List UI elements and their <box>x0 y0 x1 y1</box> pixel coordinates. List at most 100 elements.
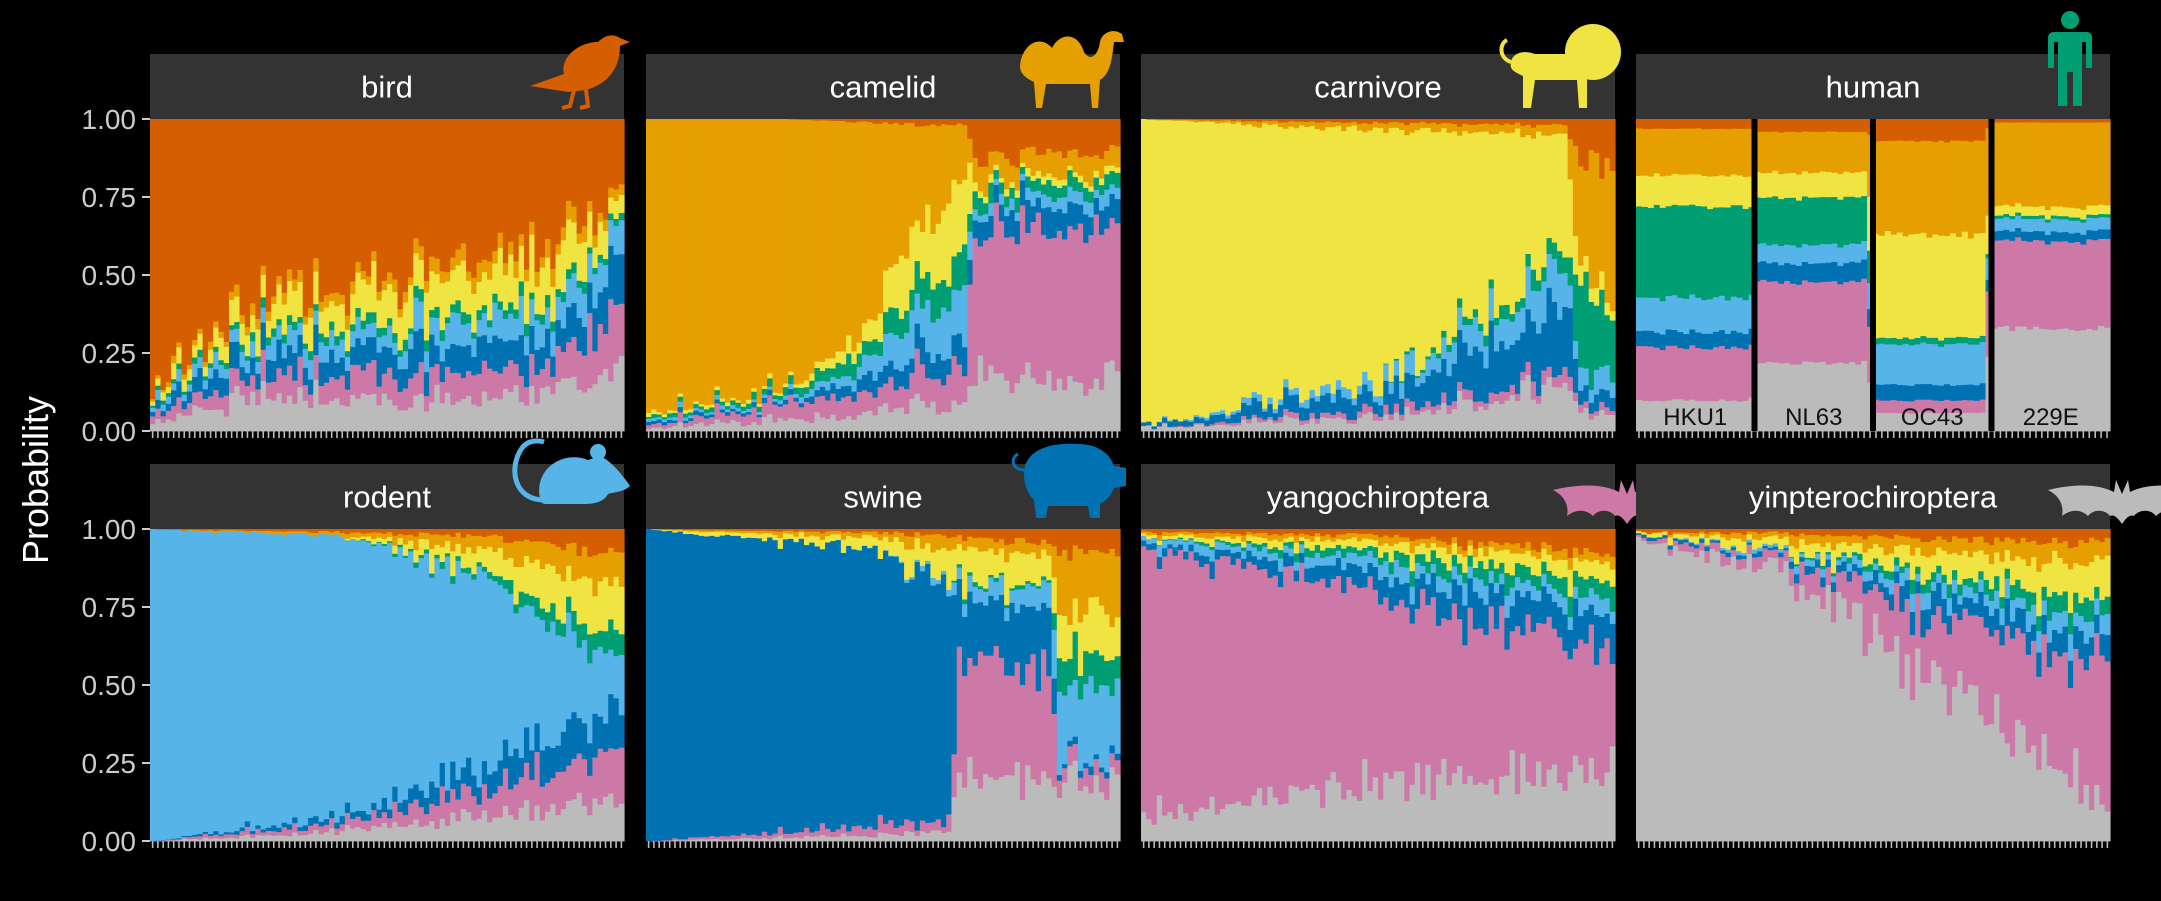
bar-segment-carnivore <box>555 573 562 620</box>
bar-segment-yangochiroptera <box>1235 422 1242 426</box>
bar-segment-human <box>1884 337 1892 345</box>
bar-segment-yinpterochiroptera <box>1346 423 1353 432</box>
bar-segment-bird <box>1046 119 1053 149</box>
bar-segment-bird <box>1230 529 1237 534</box>
bar-segment-swine <box>1944 383 1951 400</box>
bar-segment-bird <box>893 529 900 532</box>
bar-segment-bird <box>1162 529 1168 533</box>
bar-segment-bird <box>1807 119 1815 132</box>
bar-segment-carnivore <box>1414 129 1421 377</box>
bar-segment-human <box>365 311 372 324</box>
bar-segment-bird <box>466 529 472 535</box>
bar-segment-carnivore <box>714 386 721 391</box>
bar-segment-rodent <box>202 530 209 832</box>
bar-segment-bird <box>592 529 599 556</box>
bar-segment-yangochiroptera <box>893 827 900 835</box>
bar-segment-bird <box>1035 529 1042 546</box>
bar-segment-swine <box>529 325 536 354</box>
bar-segment-bird <box>751 529 758 531</box>
bar-segment-camelid <box>1241 534 1247 542</box>
bar-segment-yinpterochiroptera <box>1256 422 1263 432</box>
bar-segment-camelid <box>181 374 188 380</box>
bar-segment-bird <box>423 119 430 281</box>
strip-label-rodent: rodent <box>343 480 431 515</box>
bar-segment-human <box>450 575 457 584</box>
bar-segment-carnivore <box>1225 536 1232 543</box>
bar-segment-carnivore <box>777 537 784 549</box>
bar-segment-carnivore <box>1724 176 1732 208</box>
bar-segment-human <box>1914 337 1921 345</box>
bar-segment-bird <box>1030 119 1037 147</box>
bar-segment-yinpterochiroptera <box>661 428 668 432</box>
bar-segment-yangochiroptera <box>1383 404 1390 415</box>
bar-segment-bird <box>1256 529 1263 533</box>
bar-segment-rodent <box>1299 543 1305 553</box>
bar-segment-human <box>772 394 779 400</box>
bar-segment-camelid <box>618 184 625 196</box>
bar-segment-swine <box>308 379 314 395</box>
bar-segment-swine <box>560 731 567 772</box>
bar-segment-carnivore <box>703 404 710 410</box>
bar-segment-yinpterochiroptera <box>560 378 567 432</box>
bar-segment-bird <box>160 529 167 530</box>
bar-segment-swine <box>497 760 504 786</box>
bar-segment-bird <box>244 529 251 532</box>
bar-segment-camelid <box>218 331 225 338</box>
bar-segment-carnivore <box>534 286 541 315</box>
bar-segment-yangochiroptera <box>1388 610 1395 779</box>
bar-segment-carnivore <box>1451 130 1458 337</box>
bar-segment-carnivore <box>1504 132 1511 305</box>
bar-segment-carnivore <box>2080 209 2087 220</box>
bar-segment-swine <box>429 334 435 368</box>
bar-segment-camelid <box>481 536 488 549</box>
bar-segment-bird <box>329 119 335 294</box>
bar-segment-camelid <box>1514 122 1521 129</box>
bar-segment-yangochiroptera <box>1167 548 1174 813</box>
bar-segment-swine <box>323 362 330 383</box>
bar-segment-swine <box>213 830 220 835</box>
bar-segment-yinpterochiroptera <box>761 837 768 842</box>
bar-segment-human <box>1701 206 1708 301</box>
bar-segment-camelid <box>371 250 378 262</box>
bar-segment-rodent <box>1346 388 1353 400</box>
bar-segment-rodent <box>1908 344 1916 386</box>
bars-bird <box>150 119 625 432</box>
bar-segment-yangochiroptera <box>661 425 668 429</box>
bar-segment-yangochiroptera <box>460 377 467 399</box>
bar-segment-yangochiroptera <box>1997 239 2004 327</box>
bar-segment-yinpterochiroptera <box>1499 403 1505 432</box>
bar-segment-yangochiroptera <box>1093 214 1100 379</box>
bar-segment-bird <box>1146 529 1153 532</box>
bar-segment-camelid <box>1204 532 1211 539</box>
bar-segment-yinpterochiroptera <box>1730 400 1738 432</box>
bar-segment-swine <box>751 401 758 408</box>
bar-segment-carnivore <box>798 383 805 388</box>
bar-segment-yinpterochiroptera <box>1067 375 1074 432</box>
bar-segment-human <box>1878 337 1886 344</box>
bar-segment-yangochiroptera <box>951 753 958 798</box>
bar-segment-swine <box>940 574 947 828</box>
bar-segment-human <box>408 328 414 334</box>
bar-segment-camelid <box>746 530 752 533</box>
bar-segment-swine <box>434 787 441 806</box>
bar-segment-swine <box>1653 332 1661 348</box>
bar-segment-carnivore <box>1472 132 1479 310</box>
bar-segment-swine <box>550 747 557 779</box>
bar-segment-yangochiroptera <box>1742 349 1750 401</box>
bar-segment-yinpterochiroptera <box>566 800 572 842</box>
bar-segment-swine <box>1346 562 1353 578</box>
bar-segment-swine <box>2038 230 2046 241</box>
bar-segment-rodent <box>329 534 335 811</box>
bar-segment-swine <box>1141 540 1147 547</box>
bar-segment-yangochiroptera <box>1193 422 1200 425</box>
bar-segment-human <box>1695 205 1702 298</box>
bar-segment-swine <box>1932 384 1939 401</box>
bar-segment-yinpterochiroptera <box>260 380 267 432</box>
bar-segment-carnivore <box>397 317 404 351</box>
bar-segment-camelid <box>1462 123 1469 132</box>
bar-segment-yangochiroptera <box>1647 346 1655 402</box>
bar-segment-camelid <box>851 532 858 538</box>
bar-segment-yinpterochiroptera <box>1659 400 1667 432</box>
bar-segment-carnivore <box>693 400 700 405</box>
bar-segment-bird <box>186 119 193 366</box>
